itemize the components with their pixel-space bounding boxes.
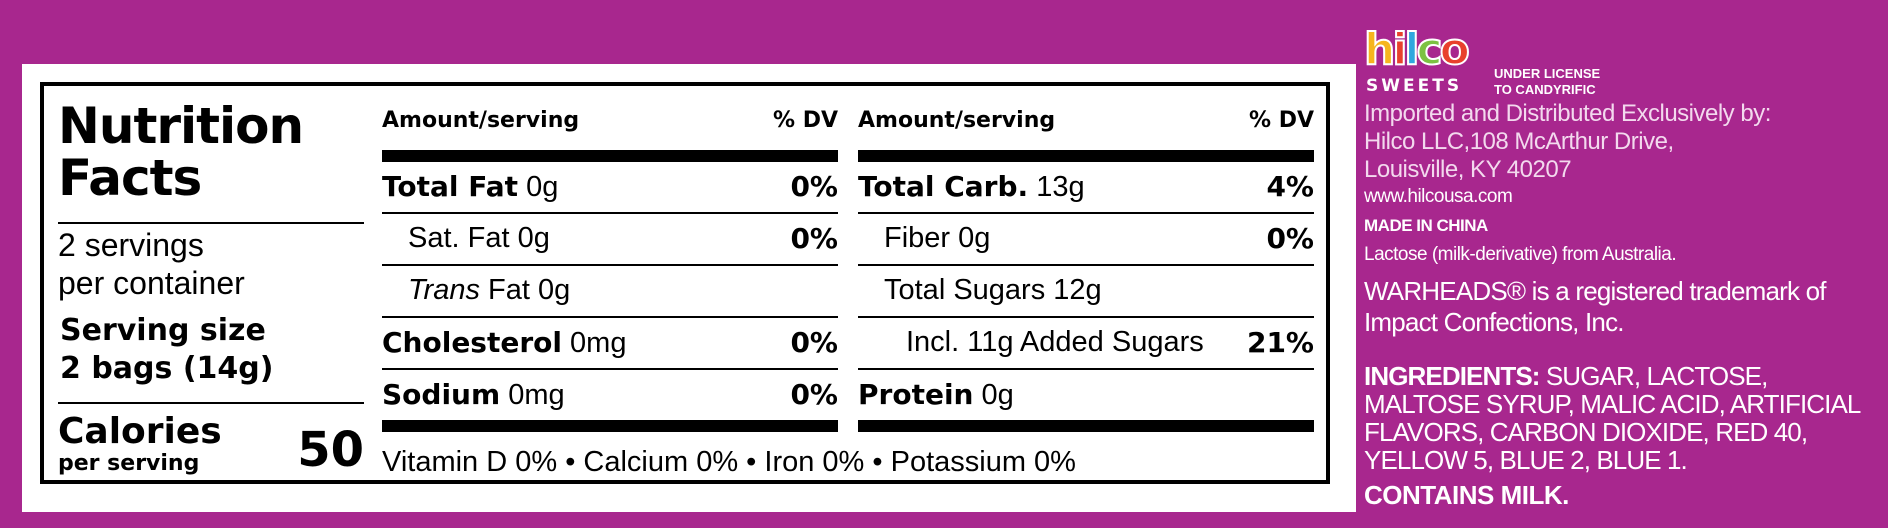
nutrient-row-sat-fat: Sat. Fat 0g 0% bbox=[382, 214, 838, 266]
license-line: TO CANDYRIFIC bbox=[1494, 82, 1596, 97]
address-line-2: Louisville, KY 40207 bbox=[1364, 156, 1572, 183]
header-amount: Amount/serving bbox=[382, 108, 580, 133]
address-line-1: Hilco LLC,108 McArthur Drive, bbox=[1364, 128, 1674, 155]
header-dv: % DV bbox=[1249, 108, 1314, 133]
nutrient-row-protein: Protein 0g bbox=[858, 370, 1314, 420]
calories-per-serving: per serving bbox=[58, 451, 200, 476]
nutrient-name: Total Fat bbox=[382, 170, 519, 203]
table-header: Amount/serving % DV bbox=[858, 108, 1314, 138]
website: www.hilcousa.com bbox=[1364, 186, 1513, 207]
lactose-note: Lactose (milk-derivative) from Australia… bbox=[1364, 244, 1677, 265]
logo-letter: h bbox=[1363, 24, 1396, 75]
made-in-china: MADE IN CHINA bbox=[1364, 216, 1488, 235]
license-text: UNDER LICENSE TO CANDYRIFIC bbox=[1494, 66, 1600, 98]
nutrient-row-total-fat: Total Fat 0g 0% bbox=[382, 162, 838, 214]
servings-line: per container bbox=[58, 265, 245, 301]
nutrient-row-trans-fat: Trans Fat 0g bbox=[382, 266, 838, 318]
nutrient-dv: 0% bbox=[790, 378, 838, 411]
nutrient-dv: 21% bbox=[1246, 326, 1314, 359]
hilco-sweets-logo: hilco SWEETS bbox=[1363, 27, 1494, 97]
thick-rule bbox=[382, 420, 838, 432]
logo-letter: l bbox=[1403, 24, 1420, 75]
serving-size-value: 2 bags (14g) bbox=[60, 351, 274, 386]
nutrient-amount: 0mg bbox=[562, 327, 627, 359]
nutrient-amount: Total Sugars 12g bbox=[884, 274, 1102, 306]
nutrient-dv: 0% bbox=[1266, 222, 1314, 255]
nutrient-amount: 0mg bbox=[500, 379, 565, 411]
servings-line: 2 servings bbox=[58, 227, 204, 263]
table-header: Amount/serving % DV bbox=[382, 108, 838, 138]
nutrient-row-cholesterol: Cholesterol 0mg 0% bbox=[382, 318, 838, 370]
nutrient-dv: 0% bbox=[790, 326, 838, 359]
nutrient-amount: 0g bbox=[973, 379, 1014, 411]
nutrient-row-total-carb: Total Carb. 13g 4% bbox=[858, 162, 1314, 214]
nutrient-name: Total Carb. bbox=[858, 170, 1029, 203]
ingredients: INGREDIENTS: SUGAR, LACTOSE, MALTOSE SYR… bbox=[1364, 362, 1884, 474]
serving-size-label: Serving size bbox=[60, 313, 266, 348]
servings-per-container: 2 servings per container bbox=[58, 226, 245, 302]
nutrient-amount: Incl. 11g Added Sugars bbox=[906, 326, 1204, 358]
serving-size: Serving size 2 bags (14g) bbox=[60, 312, 273, 388]
nutrient-dv: 0% bbox=[790, 170, 838, 203]
ingredients-label: INGREDIENTS: bbox=[1364, 361, 1540, 391]
nutrient-row-added-sugars: Incl. 11g Added Sugars 21% bbox=[858, 318, 1314, 370]
trademark-notice: WARHEADS® is a registered trademark of I… bbox=[1364, 276, 1827, 337]
header-dv: % DV bbox=[773, 108, 838, 133]
nutrition-panel: Nutrition Facts 2 servings per container… bbox=[22, 64, 1356, 512]
nutrient-dv: 0% bbox=[790, 222, 838, 255]
nutrient-amount: Fiber 0g bbox=[884, 222, 991, 254]
nutrient-row-fiber: Fiber 0g 0% bbox=[858, 214, 1314, 266]
hilco-wordmark: hilco bbox=[1363, 27, 1471, 73]
vitamins-minerals-line: Vitamin D 0% • Calcium 0% • Iron 0% • Po… bbox=[382, 446, 1076, 478]
divider bbox=[58, 222, 364, 224]
nutrient-name: Trans bbox=[408, 274, 480, 306]
nutrient-amount: Sat. Fat 0g bbox=[408, 222, 550, 254]
logo-letter: i bbox=[1391, 24, 1408, 75]
ingredients-list: SUGAR, LACTOSE, MALTOSE SYRUP, MALIC ACI… bbox=[1364, 361, 1860, 475]
logo-letter: c bbox=[1416, 24, 1444, 75]
nutrient-name: Sodium bbox=[382, 378, 501, 411]
logo-letter: o bbox=[1439, 24, 1471, 75]
nutrient-amount: Fat 0g bbox=[479, 274, 571, 306]
nutrient-amount: 0g bbox=[518, 171, 559, 203]
license-line: UNDER LICENSE bbox=[1494, 66, 1601, 81]
nutrient-amount: 13g bbox=[1028, 171, 1085, 203]
calories-value: 50 bbox=[297, 422, 364, 478]
divider bbox=[58, 402, 364, 404]
calories-label: Calories bbox=[58, 411, 222, 452]
nutrient-row-total-sugars: Total Sugars 12g bbox=[858, 266, 1314, 318]
nutrition-facts-title: Nutrition Facts bbox=[58, 97, 304, 207]
sweets-text: SWEETS bbox=[1366, 76, 1463, 96]
thick-rule bbox=[858, 420, 1314, 432]
thick-rule bbox=[382, 150, 838, 162]
nutrient-name: Cholesterol bbox=[382, 326, 562, 359]
nutrition-facts-box: Nutrition Facts 2 servings per container… bbox=[40, 82, 1330, 484]
nutrient-name: Protein bbox=[858, 378, 974, 411]
imported-by: Imported and Distributed Exclusively by: bbox=[1364, 100, 1771, 127]
header-amount: Amount/serving bbox=[858, 108, 1056, 133]
thick-rule bbox=[858, 150, 1314, 162]
nutrient-row-sodium: Sodium 0mg 0% bbox=[382, 370, 838, 420]
nutrient-dv: 4% bbox=[1266, 170, 1314, 203]
allergen-statement: CONTAINS MILK. bbox=[1364, 480, 1569, 510]
